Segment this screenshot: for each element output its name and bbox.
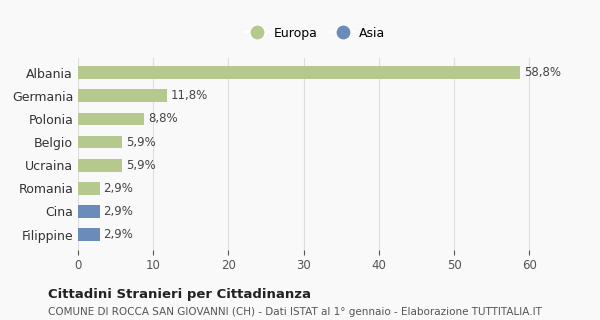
Text: COMUNE DI ROCCA SAN GIOVANNI (CH) - Dati ISTAT al 1° gennaio - Elaborazione TUTT: COMUNE DI ROCCA SAN GIOVANNI (CH) - Dati… <box>48 307 542 317</box>
Text: 8,8%: 8,8% <box>148 112 178 125</box>
Bar <box>78 228 100 241</box>
Text: 11,8%: 11,8% <box>170 89 208 102</box>
Text: 5,9%: 5,9% <box>126 159 156 172</box>
Legend: Europa, Asia: Europa, Asia <box>240 22 390 44</box>
Bar <box>78 90 167 102</box>
Bar <box>78 205 100 218</box>
Bar <box>78 113 144 125</box>
Bar <box>78 159 122 172</box>
Bar <box>78 66 520 79</box>
Bar <box>78 136 122 148</box>
Text: 2,9%: 2,9% <box>104 228 133 241</box>
Text: 2,9%: 2,9% <box>104 182 133 195</box>
Text: 58,8%: 58,8% <box>524 66 561 79</box>
Text: 5,9%: 5,9% <box>126 136 156 148</box>
Bar <box>78 182 100 195</box>
Text: 2,9%: 2,9% <box>104 205 133 218</box>
Text: Cittadini Stranieri per Cittadinanza: Cittadini Stranieri per Cittadinanza <box>48 288 311 301</box>
